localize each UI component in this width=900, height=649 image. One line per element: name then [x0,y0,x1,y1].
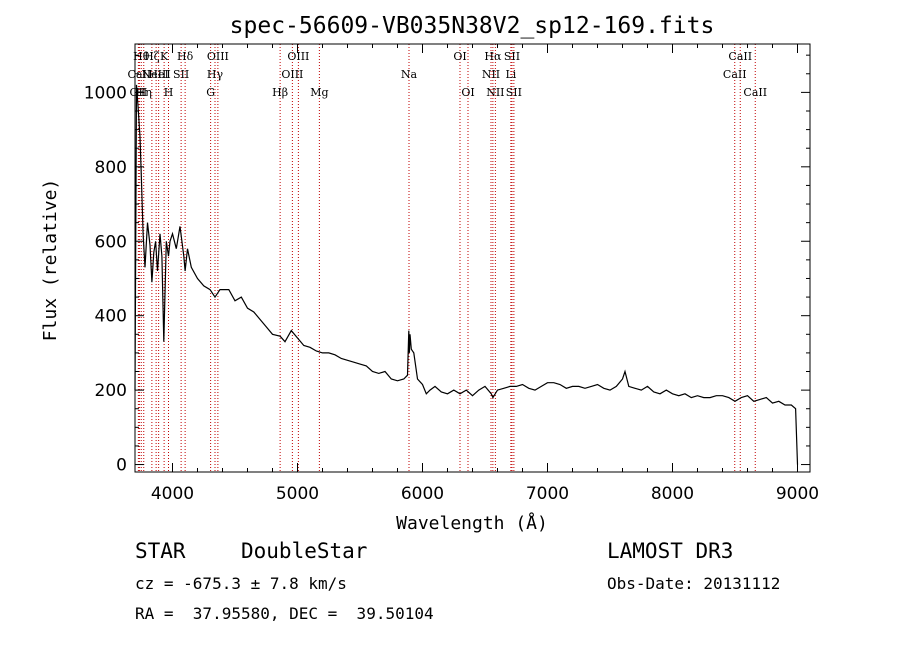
line-label: NII [482,68,500,81]
plot-frame [134,43,811,473]
line-label: OI [453,50,466,63]
line-label: CaII [728,50,752,63]
line-label: OI [461,86,474,99]
x-tick-label: 7000 [526,484,569,504]
line-label: Hγ [207,68,224,81]
observation-date: Obs-Date: 20131112 [607,574,781,593]
line-label: Hθ [133,50,150,63]
y-tick-label: 800 [95,158,127,178]
line-label: CaII [723,68,747,81]
x-tick-label: 9000 [776,484,819,504]
x-axis: 4000 5000 6000 7000 8000 9000 [151,44,819,504]
x-axis-label: Wavelength (Å) [396,512,548,534]
line-label: Hδ [177,50,194,63]
redshift-value: cz = -675.3 ± 7.8 km/s [135,574,347,593]
x-tick-label: 4000 [151,484,194,504]
y-axis: 0 200 400 600 800 1000 [84,54,810,476]
coordinates: RA = 37.95580, DEC = 39.50104 [135,604,434,623]
line-label: OIII [207,50,229,63]
line-label: K [160,50,169,63]
chart-title: spec-56609-VB035N38V2_sp12-169.fits [230,13,715,39]
spectral-line-markers [137,44,756,472]
line-label: HeI [148,68,168,81]
object-class: STAR [135,539,186,563]
line-label: SII [504,50,520,63]
y-tick-label: 200 [95,381,127,401]
line-label: OIII [281,68,303,81]
line-label: Na [401,68,418,81]
line-label: SII [506,86,522,99]
y-tick-label: 0 [116,456,127,476]
spectrum-line [134,84,799,465]
line-label: NII [486,86,504,99]
line-label: CaII [743,86,767,99]
line-label: NeIII [142,68,171,81]
y-tick-label: 1000 [84,83,127,103]
y-axis-label: Flux (relative) [40,179,61,342]
spectral-line-labels: OIICaIIHθHηHζNeIIIHeIKHSIIHδGHγOIIIHβOII… [128,50,768,99]
line-label: SII [173,68,189,81]
y-tick-label: 400 [95,307,127,327]
line-label: Hζ [144,50,160,63]
line-label: Hβ [272,86,288,99]
x-tick-label: 8000 [651,484,694,504]
x-tick-label: 5000 [276,484,319,504]
y-tick-label: 600 [95,232,127,252]
line-label: G [206,86,215,99]
line-label: H [164,86,174,99]
line-label: OIII [287,50,309,63]
line-label: Mg [310,86,328,99]
object-subclass: DoubleStar [241,539,368,563]
x-tick-label: 6000 [401,484,444,504]
line-label: CaII [128,68,152,81]
line-label: Li [505,68,516,81]
survey-name: LAMOST DR3 [607,539,734,563]
line-label: Hα [484,50,502,63]
